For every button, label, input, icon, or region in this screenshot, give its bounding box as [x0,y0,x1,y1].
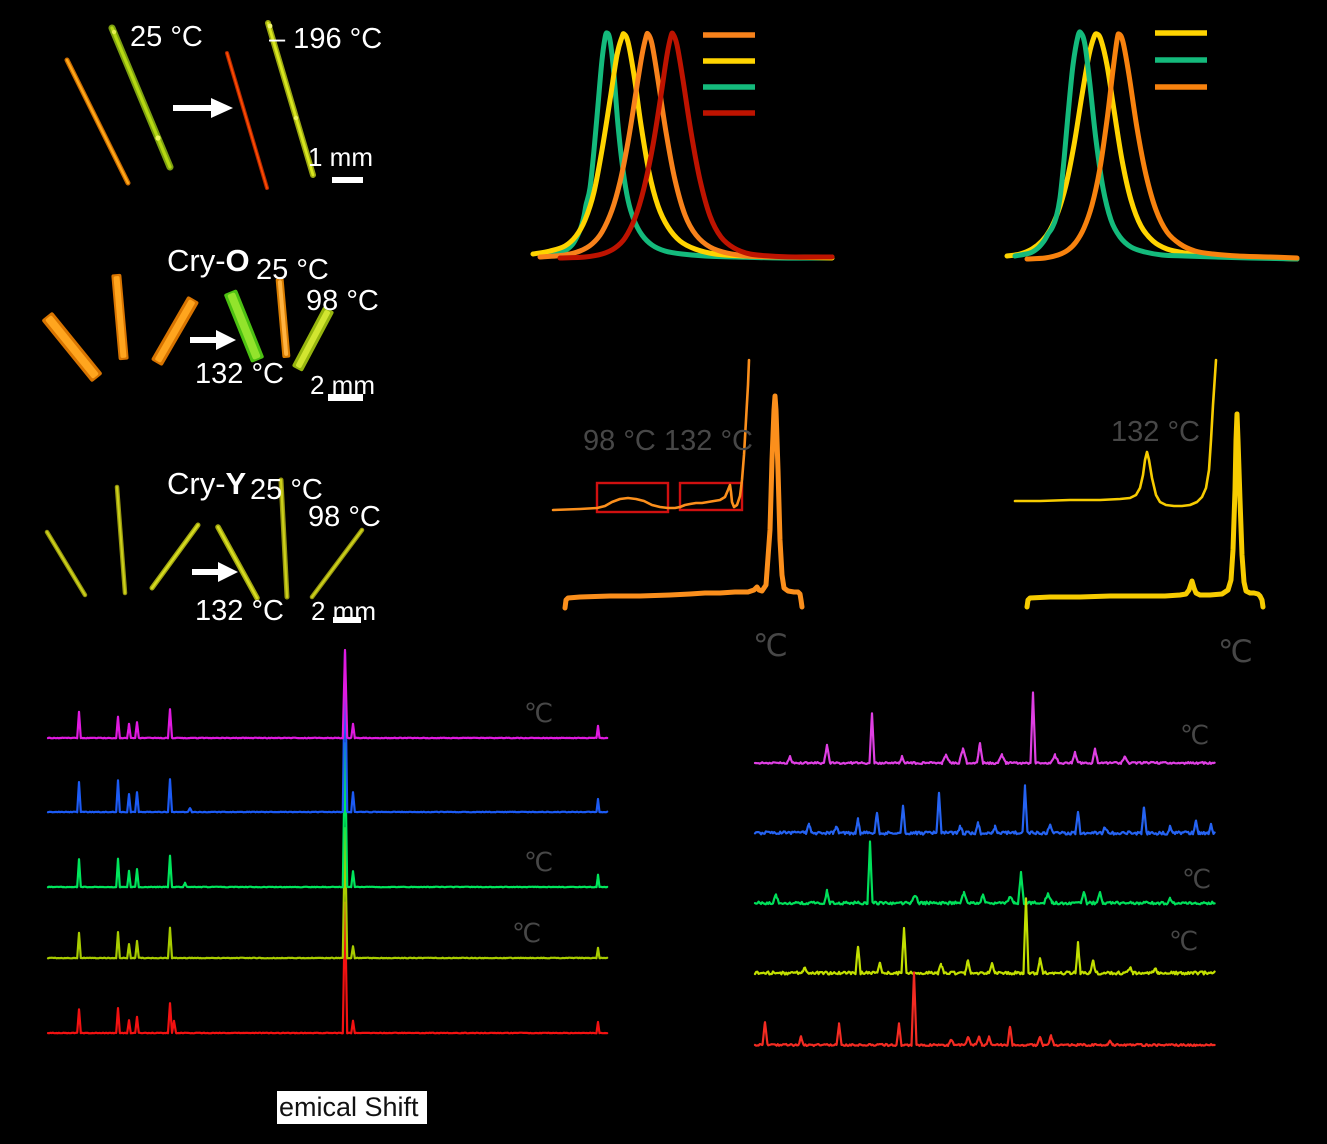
emission-spectra-cryO-chart [520,20,850,270]
panel-b-scale-label: 2 mm [310,370,375,400]
pxrd-temp-label-row3: ℃ [1182,864,1212,894]
crystal-yellow-needle [278,477,290,600]
photo-panel-thermochromic-crystals [64,20,363,190]
panel-c-title: Cry-Y [167,466,247,501]
pxrd-temp-label-row4: ℃ [1169,926,1199,956]
panel-c-scale-label: 2 mm [311,596,376,626]
dsc-o-132c-annotation: 132 °C [664,425,753,457]
pxrd-temp-label-row1: ℃ [1180,720,1210,750]
arrow-icon [190,330,236,350]
dsc-cryO-chart [520,350,950,680]
panel-a-temp-after-label: – 196 °C [269,23,383,55]
crystal-orange-bar [275,277,291,359]
scale-bar [333,617,361,623]
panel-c-temp-25-label: 25 °C [250,474,323,506]
crystal-yellowgreen-bar [292,306,334,372]
inset-highlight-box [595,481,670,514]
scale-bar [332,177,363,183]
panel-b-title-prefix: Cry- [167,243,226,278]
pxrd-stacked-patterns-chart [750,690,1230,1090]
crystal-orange-bar [42,312,102,382]
panel-c-title-bold: Y [225,466,247,501]
panel-c-temp-98-label: 98 °C [308,501,381,533]
nmr-temp-label-row3: ℃ [524,847,554,877]
dsc-cryY-chart [990,350,1320,680]
nmr-stacked-spectra-chart [40,640,620,1060]
crystal-yellow-needle [215,524,260,601]
crystal-yellow-needle [44,529,88,598]
arrow-icon [173,98,233,118]
crystal-orange-bar [111,273,129,361]
panel-a-scale-label: 1 mm [308,142,373,172]
panel-a-temp-before-label: 25 °C [130,21,203,53]
emission-spectra-cryY-chart [990,20,1320,270]
dsc-o-98c-annotation: 98 °C [583,425,656,457]
scale-bar [328,394,363,401]
crystal-orange-bar [151,296,199,366]
crystal-yellow-needle [149,522,201,591]
chemical-shift-axis-label: emical Shift / p [277,1091,427,1124]
panel-b-temp-98-label: 98 °C [306,285,379,317]
panel-c-title-prefix: Cry- [167,466,226,501]
panel-b-title: Cry-O [167,243,250,278]
photo-panel-cry-o [42,273,363,401]
dsc-y-132c-annotation: 132 °C [1111,416,1200,448]
crystal-green [108,24,174,171]
dsc-y-xaxis-unit: ℃ [1218,634,1253,669]
photo-panel-cry-y [44,477,365,623]
crystal-yellow-needle [114,484,128,596]
dsc-o-xaxis-unit: ℃ [753,628,788,663]
nmr-temp-label-row1: ℃ [524,698,554,728]
crystal-red [225,51,269,190]
panel-b-title-bold: O [225,243,250,278]
arrow-icon [192,562,238,582]
nmr-temp-label-row4: ℃ [512,918,542,948]
panel-b-temp-25-label: 25 °C [256,254,329,286]
crystal-yellowgreen [265,20,316,178]
crystal-green-bar [224,289,264,363]
inset-highlight-box [678,481,744,512]
crystal-orange [64,57,131,186]
panel-c-temp-132-label: 132 °C [195,595,284,627]
panel-b-temp-132-label: 132 °C [195,358,284,390]
crystal-yellow-needle [309,527,365,600]
